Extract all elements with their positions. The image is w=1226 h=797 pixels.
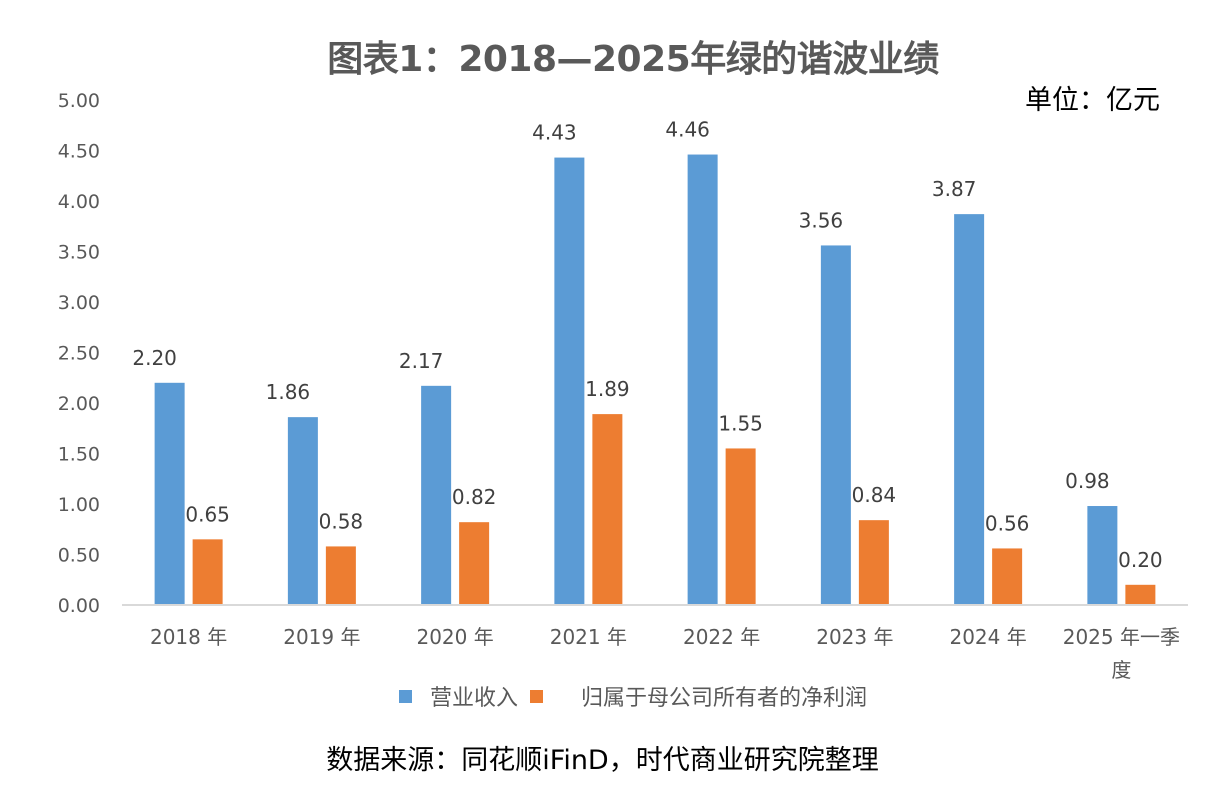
bar-net-profit[interactable] — [459, 522, 490, 605]
legend-swatch-net-profit — [530, 689, 543, 703]
x-tick-label: 2018 年 — [150, 625, 227, 649]
data-label-net-profit: 0.65 — [185, 502, 230, 526]
y-axis: 0.00 0.50 1.00 1.50 2.00 2.50 3.00 3.50 4.00 4.50… — [58, 90, 100, 617]
data-label-revenue: 1.86 — [266, 380, 311, 404]
bar-revenue[interactable] — [154, 382, 185, 605]
unit-label: 单位：亿元 — [1025, 85, 1160, 116]
y-tick-label: 1.00 — [58, 494, 100, 516]
data-label-revenue: 0.98 — [1065, 469, 1110, 493]
x-tick-label: 2023 年 — [816, 625, 893, 649]
data-label-net-profit: 1.89 — [585, 377, 630, 401]
legend-label-net-profit: 归属于母公司所有者的净利润 — [581, 686, 868, 711]
bar-revenue[interactable] — [687, 154, 718, 606]
bar-revenue[interactable] — [954, 214, 985, 605]
y-tick-label: 2.50 — [58, 343, 100, 365]
y-tick-label: 3.50 — [58, 242, 100, 264]
legend-swatch-revenue — [398, 689, 412, 703]
data-label-revenue: 3.56 — [799, 208, 844, 232]
bar-net-profit[interactable] — [192, 539, 223, 605]
data-label-net-profit: 0.20 — [1118, 548, 1163, 572]
bar-revenue[interactable] — [820, 245, 851, 605]
y-tick-label: 2.00 — [58, 393, 100, 415]
data-label-revenue: 4.46 — [665, 118, 710, 142]
legend-label-revenue: 营业收入 — [429, 686, 518, 711]
data-label-revenue: 4.43 — [532, 121, 577, 145]
data-label-net-profit: 0.82 — [452, 485, 497, 509]
bar-net-profit[interactable] — [592, 414, 623, 605]
y-tick-label: 5.00 — [58, 90, 100, 112]
bar-chart-plot: 0.00 0.50 1.00 1.50 2.00 2.50 3.00 3.50 4.00 4.50… — [58, 90, 1188, 680]
bar-net-profit[interactable] — [725, 448, 756, 605]
data-label-net-profit: 0.84 — [852, 483, 897, 507]
x-tick-label: 度 — [1111, 658, 1131, 680]
legend-item-revenue[interactable]: 营业收入 — [398, 680, 518, 712]
y-tick-label: 0.50 — [58, 545, 100, 567]
y-tick-label: 0.00 — [58, 595, 100, 617]
x-tick-label: 2021 年 — [550, 625, 627, 649]
y-tick-label: 1.50 — [58, 444, 100, 466]
x-axis: 2018 年 2019 年 2020 年 2021 年 2022 年 2023 年 2024… — [122, 604, 1188, 680]
y-tick-label: 4.50 — [58, 141, 100, 163]
y-tick-label: 3.00 — [58, 292, 100, 314]
source-note: 数据来源：同花顺iFinD，时代商业研究院整理 — [326, 745, 879, 776]
bar-net-profit[interactable] — [992, 548, 1023, 605]
data-label-net-profit: 1.55 — [718, 411, 763, 435]
bars: 2.20 1.86 2.17 4.43 4.46 3.56 3.87 0.98 0.65 0.58… — [132, 118, 1163, 606]
data-label-revenue: 2.17 — [399, 349, 444, 373]
legend-item-net-profit[interactable]: 归属于母公司所有者的净利润 — [530, 680, 867, 712]
data-label-net-profit: 0.56 — [985, 511, 1030, 535]
bar-net-profit[interactable] — [1125, 584, 1156, 605]
bar-net-profit[interactable] — [325, 546, 356, 605]
chart-title: 图表1：2018—2025年绿的谐波业绩 — [327, 39, 939, 80]
bar-net-profit[interactable] — [858, 520, 889, 605]
bar-revenue[interactable] — [421, 385, 452, 605]
bar-revenue[interactable] — [287, 417, 318, 605]
x-tick-label: 2019 年 — [283, 625, 360, 649]
bar-revenue[interactable] — [554, 157, 585, 605]
x-tick-label: 2022 年 — [683, 625, 760, 649]
data-label-net-profit: 0.58 — [319, 509, 364, 533]
legend: 营业收入 归属于母公司所有者的净利润 — [0, 680, 1226, 712]
x-tick-label: 2024 年 — [949, 625, 1026, 649]
x-tick-label: 2025 年一季 — [1063, 625, 1180, 649]
data-label-revenue: 2.20 — [132, 346, 177, 370]
data-label-revenue: 3.87 — [932, 177, 977, 201]
bar-revenue[interactable] — [1087, 506, 1118, 605]
y-tick-label: 4.00 — [58, 191, 100, 213]
x-tick-label: 2020 年 — [416, 625, 493, 649]
